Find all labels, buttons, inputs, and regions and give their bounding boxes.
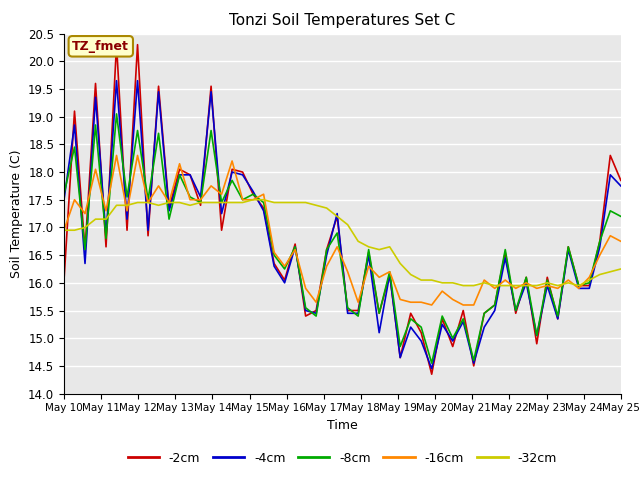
Y-axis label: Soil Temperature (C): Soil Temperature (C) (10, 149, 22, 278)
Text: TZ_fmet: TZ_fmet (72, 40, 129, 53)
X-axis label: Time: Time (327, 419, 358, 432)
Title: Tonzi Soil Temperatures Set C: Tonzi Soil Temperatures Set C (229, 13, 456, 28)
Legend: -2cm, -4cm, -8cm, -16cm, -32cm: -2cm, -4cm, -8cm, -16cm, -32cm (123, 447, 562, 469)
